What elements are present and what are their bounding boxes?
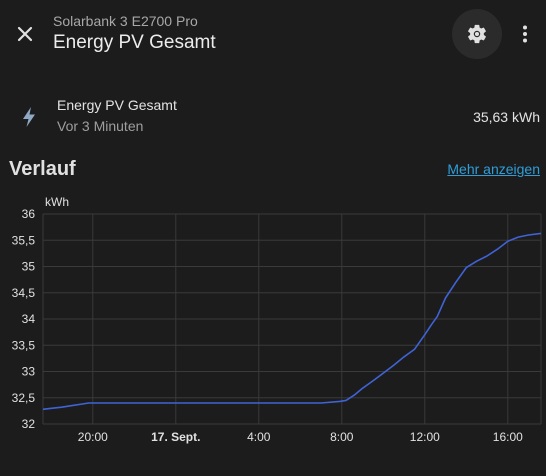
- y-tick-label: 33: [22, 365, 36, 379]
- entity-name: Energy PV Gesamt: [57, 97, 177, 113]
- dialog-title: Energy PV Gesamt: [53, 32, 216, 53]
- x-tick-label: 20:00: [78, 430, 108, 444]
- more-options-button[interactable]: [512, 20, 538, 48]
- x-tick-label: 12:00: [410, 430, 440, 444]
- x-tick-label: 4:00: [247, 430, 271, 444]
- gear-icon: [468, 24, 486, 44]
- y-unit-label: kWh: [45, 195, 69, 209]
- y-tick-label: 33,5: [12, 338, 36, 352]
- show-more-link[interactable]: Mehr anzeigen: [447, 161, 540, 177]
- y-tick-label: 34,5: [12, 286, 36, 300]
- more-vertical-icon: [523, 25, 527, 43]
- x-tick-label: 16:00: [493, 430, 523, 444]
- y-tick-label: 35,5: [12, 233, 36, 247]
- series-line: [42, 232, 542, 411]
- y-tick-label: 36: [22, 207, 36, 221]
- settings-button[interactable]: [452, 9, 502, 59]
- x-tick-label: 8:00: [330, 430, 354, 444]
- y-tick-label: 34: [22, 312, 36, 326]
- y-tick-label: 32: [22, 417, 36, 431]
- x-tick-label: 17. Sept.: [151, 430, 200, 444]
- history-chart: kWh 36 35,5 35 34,5 34 33,5 33 32,5 32 20:00 17. Se…: [12, 195, 542, 444]
- entity-last-changed: Vor 3 Minuten: [57, 118, 144, 134]
- close-icon: [17, 26, 33, 42]
- close-button[interactable]: [11, 20, 39, 48]
- entity-row: Energy PV Gesamt Vor 3 Minuten 35,63 kWh: [0, 86, 546, 146]
- device-name: Solarbank 3 E2700 Pro: [53, 13, 198, 29]
- history-heading: Verlauf: [9, 158, 76, 180]
- entity-state-value: 35,63 kWh: [473, 109, 540, 125]
- y-tick-label: 32,5: [12, 391, 36, 405]
- dialog-header: Solarbank 3 E2700 Pro Energy PV Gesamt: [0, 0, 546, 70]
- lightning-bolt-icon: [23, 107, 35, 127]
- y-tick-label: 35: [22, 260, 36, 274]
